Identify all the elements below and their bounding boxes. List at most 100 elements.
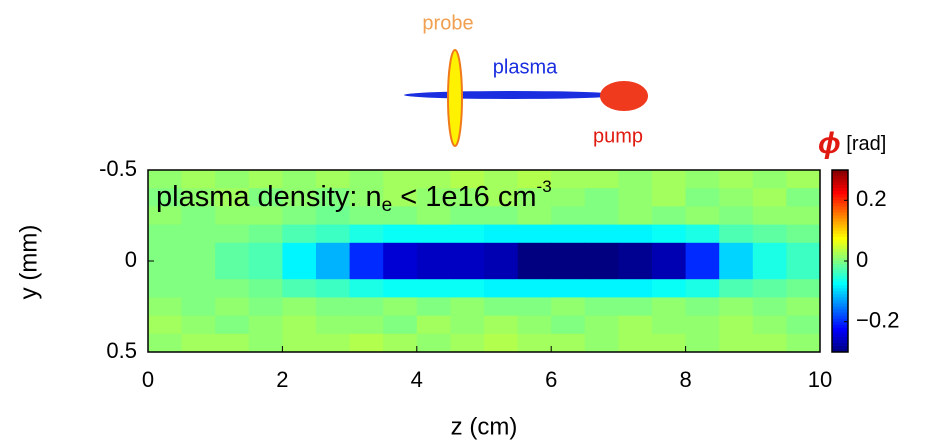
cell	[786, 206, 821, 226]
cell	[652, 188, 687, 207]
cell	[685, 261, 720, 280]
cell	[282, 297, 317, 317]
plasma-shape	[404, 91, 620, 99]
cell	[752, 188, 787, 207]
colorbar-unit: [rad]	[841, 133, 887, 155]
cell	[416, 224, 451, 244]
colorbar-segment	[832, 254, 848, 259]
schematic: probe plasma pump	[404, 12, 648, 147]
colorbar-segment	[832, 227, 848, 232]
cell	[349, 261, 384, 280]
cell	[416, 170, 451, 189]
cell	[652, 261, 687, 280]
colorbar-label: ϕ [rad]	[818, 127, 886, 160]
y-tick-label: -0.5	[99, 156, 137, 181]
colorbar-segment	[832, 264, 848, 268]
cell	[652, 333, 687, 353]
colorbar-segment	[832, 176, 848, 180]
cell	[383, 242, 418, 262]
colorbar-segment	[832, 312, 848, 317]
cell	[719, 206, 754, 226]
cell	[786, 170, 821, 189]
cell	[416, 206, 451, 226]
cell	[316, 224, 351, 244]
heatmap	[148, 170, 821, 353]
cell	[383, 170, 418, 189]
cell	[484, 188, 519, 207]
cell	[517, 170, 552, 189]
y-tick-label: 0.5	[106, 338, 137, 363]
cell	[685, 297, 720, 317]
cell	[618, 224, 653, 244]
cell	[484, 206, 519, 226]
cell	[484, 315, 519, 335]
cell	[416, 297, 451, 317]
colorbar-segment	[832, 300, 848, 304]
annotation: plasma density: ne < 1e16 cm-3	[156, 177, 552, 216]
y-axis-label: y (mm)	[15, 225, 42, 300]
cell	[517, 333, 552, 353]
colorbar-segment	[832, 279, 848, 283]
colorbar-segment	[832, 291, 848, 295]
cell	[685, 242, 720, 262]
cell	[282, 242, 317, 262]
cell	[517, 224, 552, 244]
cell	[349, 279, 384, 298]
cell	[383, 188, 418, 207]
cell	[551, 224, 586, 244]
cell	[551, 315, 586, 335]
plasma-label: plasma	[493, 56, 558, 78]
cell	[215, 333, 250, 353]
cell	[181, 315, 216, 335]
cell	[484, 333, 519, 353]
cell	[282, 261, 317, 280]
cell	[719, 333, 754, 353]
cell	[752, 224, 787, 244]
cell	[484, 297, 519, 317]
cell	[148, 297, 183, 317]
cell	[719, 242, 754, 262]
cell	[517, 279, 552, 298]
cell	[181, 224, 216, 244]
cell	[719, 297, 754, 317]
colorbar-segment	[832, 315, 848, 320]
cell	[786, 261, 821, 280]
cell	[618, 261, 653, 280]
cell	[618, 297, 653, 317]
cell	[416, 279, 451, 298]
cell	[416, 261, 451, 280]
cell	[484, 279, 519, 298]
colorbar-segment	[832, 248, 848, 253]
colorbar-segment	[832, 257, 848, 262]
cell	[316, 242, 351, 262]
cell	[316, 261, 351, 280]
colorbar-segment	[832, 224, 848, 229]
colorbar-segment	[832, 306, 848, 311]
colorbar-segment	[832, 285, 848, 289]
cell	[181, 261, 216, 280]
cell	[215, 224, 250, 244]
cell	[181, 297, 216, 317]
colorbar-segment	[832, 339, 848, 344]
colorbar-segment	[832, 321, 848, 326]
cell	[148, 170, 183, 189]
cell	[383, 224, 418, 244]
annotation-superscript: -3	[537, 177, 552, 196]
cell	[349, 333, 384, 353]
cell	[383, 261, 418, 280]
cell	[551, 188, 586, 207]
colorbar-segment	[832, 273, 848, 277]
cell	[652, 242, 687, 262]
cell	[383, 206, 418, 226]
cell	[248, 315, 283, 335]
cell	[383, 297, 418, 317]
cell	[282, 206, 317, 226]
x-tick-label: 0	[142, 367, 154, 392]
cell	[316, 188, 351, 207]
cell	[652, 206, 687, 226]
cell	[450, 242, 485, 262]
x-tick-label: 2	[276, 367, 288, 392]
cell	[517, 242, 552, 262]
cell	[450, 297, 485, 317]
